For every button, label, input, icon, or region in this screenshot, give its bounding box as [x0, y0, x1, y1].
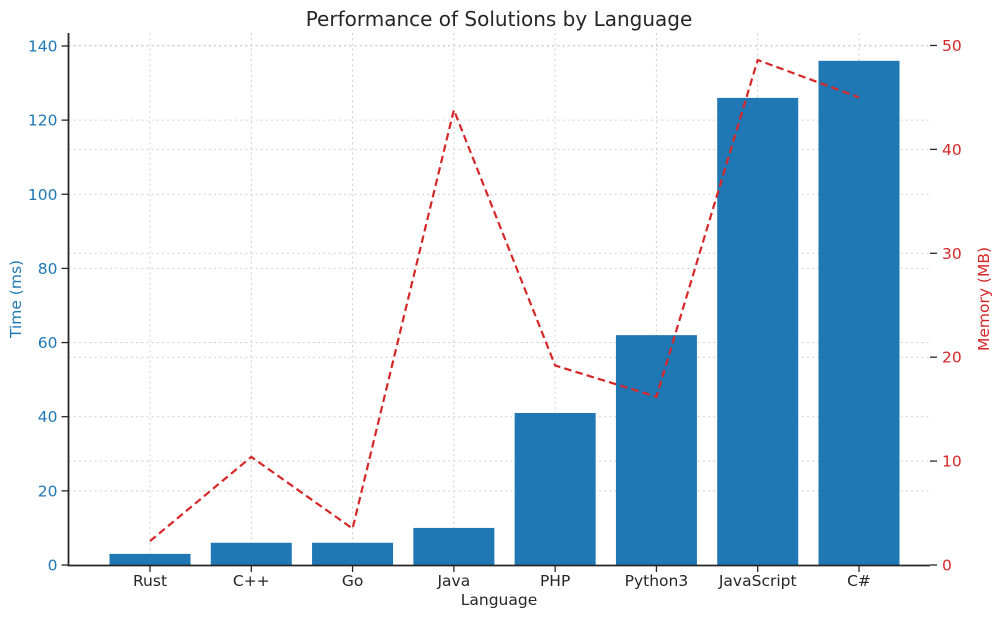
left-tick-label: 80: [38, 260, 58, 278]
left-tick-label: 100: [28, 186, 58, 204]
right-axis-label: Memory (MB): [975, 247, 993, 351]
right-tick-label: 30: [942, 245, 962, 263]
x-tick-label-rust: Rust: [133, 572, 167, 590]
memory-line: [149, 58, 860, 542]
x-tick-label-go: Go: [342, 572, 364, 590]
axis-spines: [67, 33, 930, 567]
gridlines: [68, 33, 930, 565]
left-tick-label: 140: [28, 37, 58, 55]
right-tick-label: 50: [942, 37, 962, 55]
x-axis-label: Language: [461, 591, 538, 609]
bar-java: [413, 527, 495, 565]
x-tick-label-php: PHP: [540, 572, 570, 590]
left-tick-label: 0: [48, 557, 58, 575]
left-tick-label: 40: [38, 408, 58, 426]
memory-line-path: [149, 58, 860, 542]
bar-python3: [615, 335, 697, 565]
x-tick-label-javascript: JavaScript: [718, 572, 797, 590]
right-tick-label: 0: [942, 557, 952, 575]
bar-c: [818, 60, 900, 566]
time-bars: [109, 60, 900, 566]
bar-c: [210, 542, 292, 565]
x-tick-label-c: C#: [847, 572, 871, 590]
x-tick-label-java: Java: [436, 572, 470, 590]
left-tick-label: 120: [28, 112, 58, 130]
left-tick-label: 60: [38, 334, 58, 352]
left-tick-label: 20: [38, 482, 58, 500]
right-tick-label: 40: [942, 141, 962, 159]
right-tick-label: 20: [942, 349, 962, 367]
bar-php: [514, 413, 596, 565]
chart-title: Performance of Solutions by Language: [306, 7, 693, 31]
x-tick-label-python3: Python3: [625, 572, 689, 590]
x-tick-label-c: C++: [233, 572, 270, 590]
axis-ticks: [61, 44, 937, 572]
bar-go: [312, 542, 394, 565]
left-axis-label: Time (ms): [7, 260, 25, 339]
bar-rust: [109, 553, 191, 565]
right-tick-label: 10: [942, 453, 962, 471]
bar-javascript: [717, 97, 799, 565]
tick-labels: 0 20 40 60 80 100 120 140 0 10 20 30 40 50 Rust C++ Go Ja…: [28, 37, 962, 590]
